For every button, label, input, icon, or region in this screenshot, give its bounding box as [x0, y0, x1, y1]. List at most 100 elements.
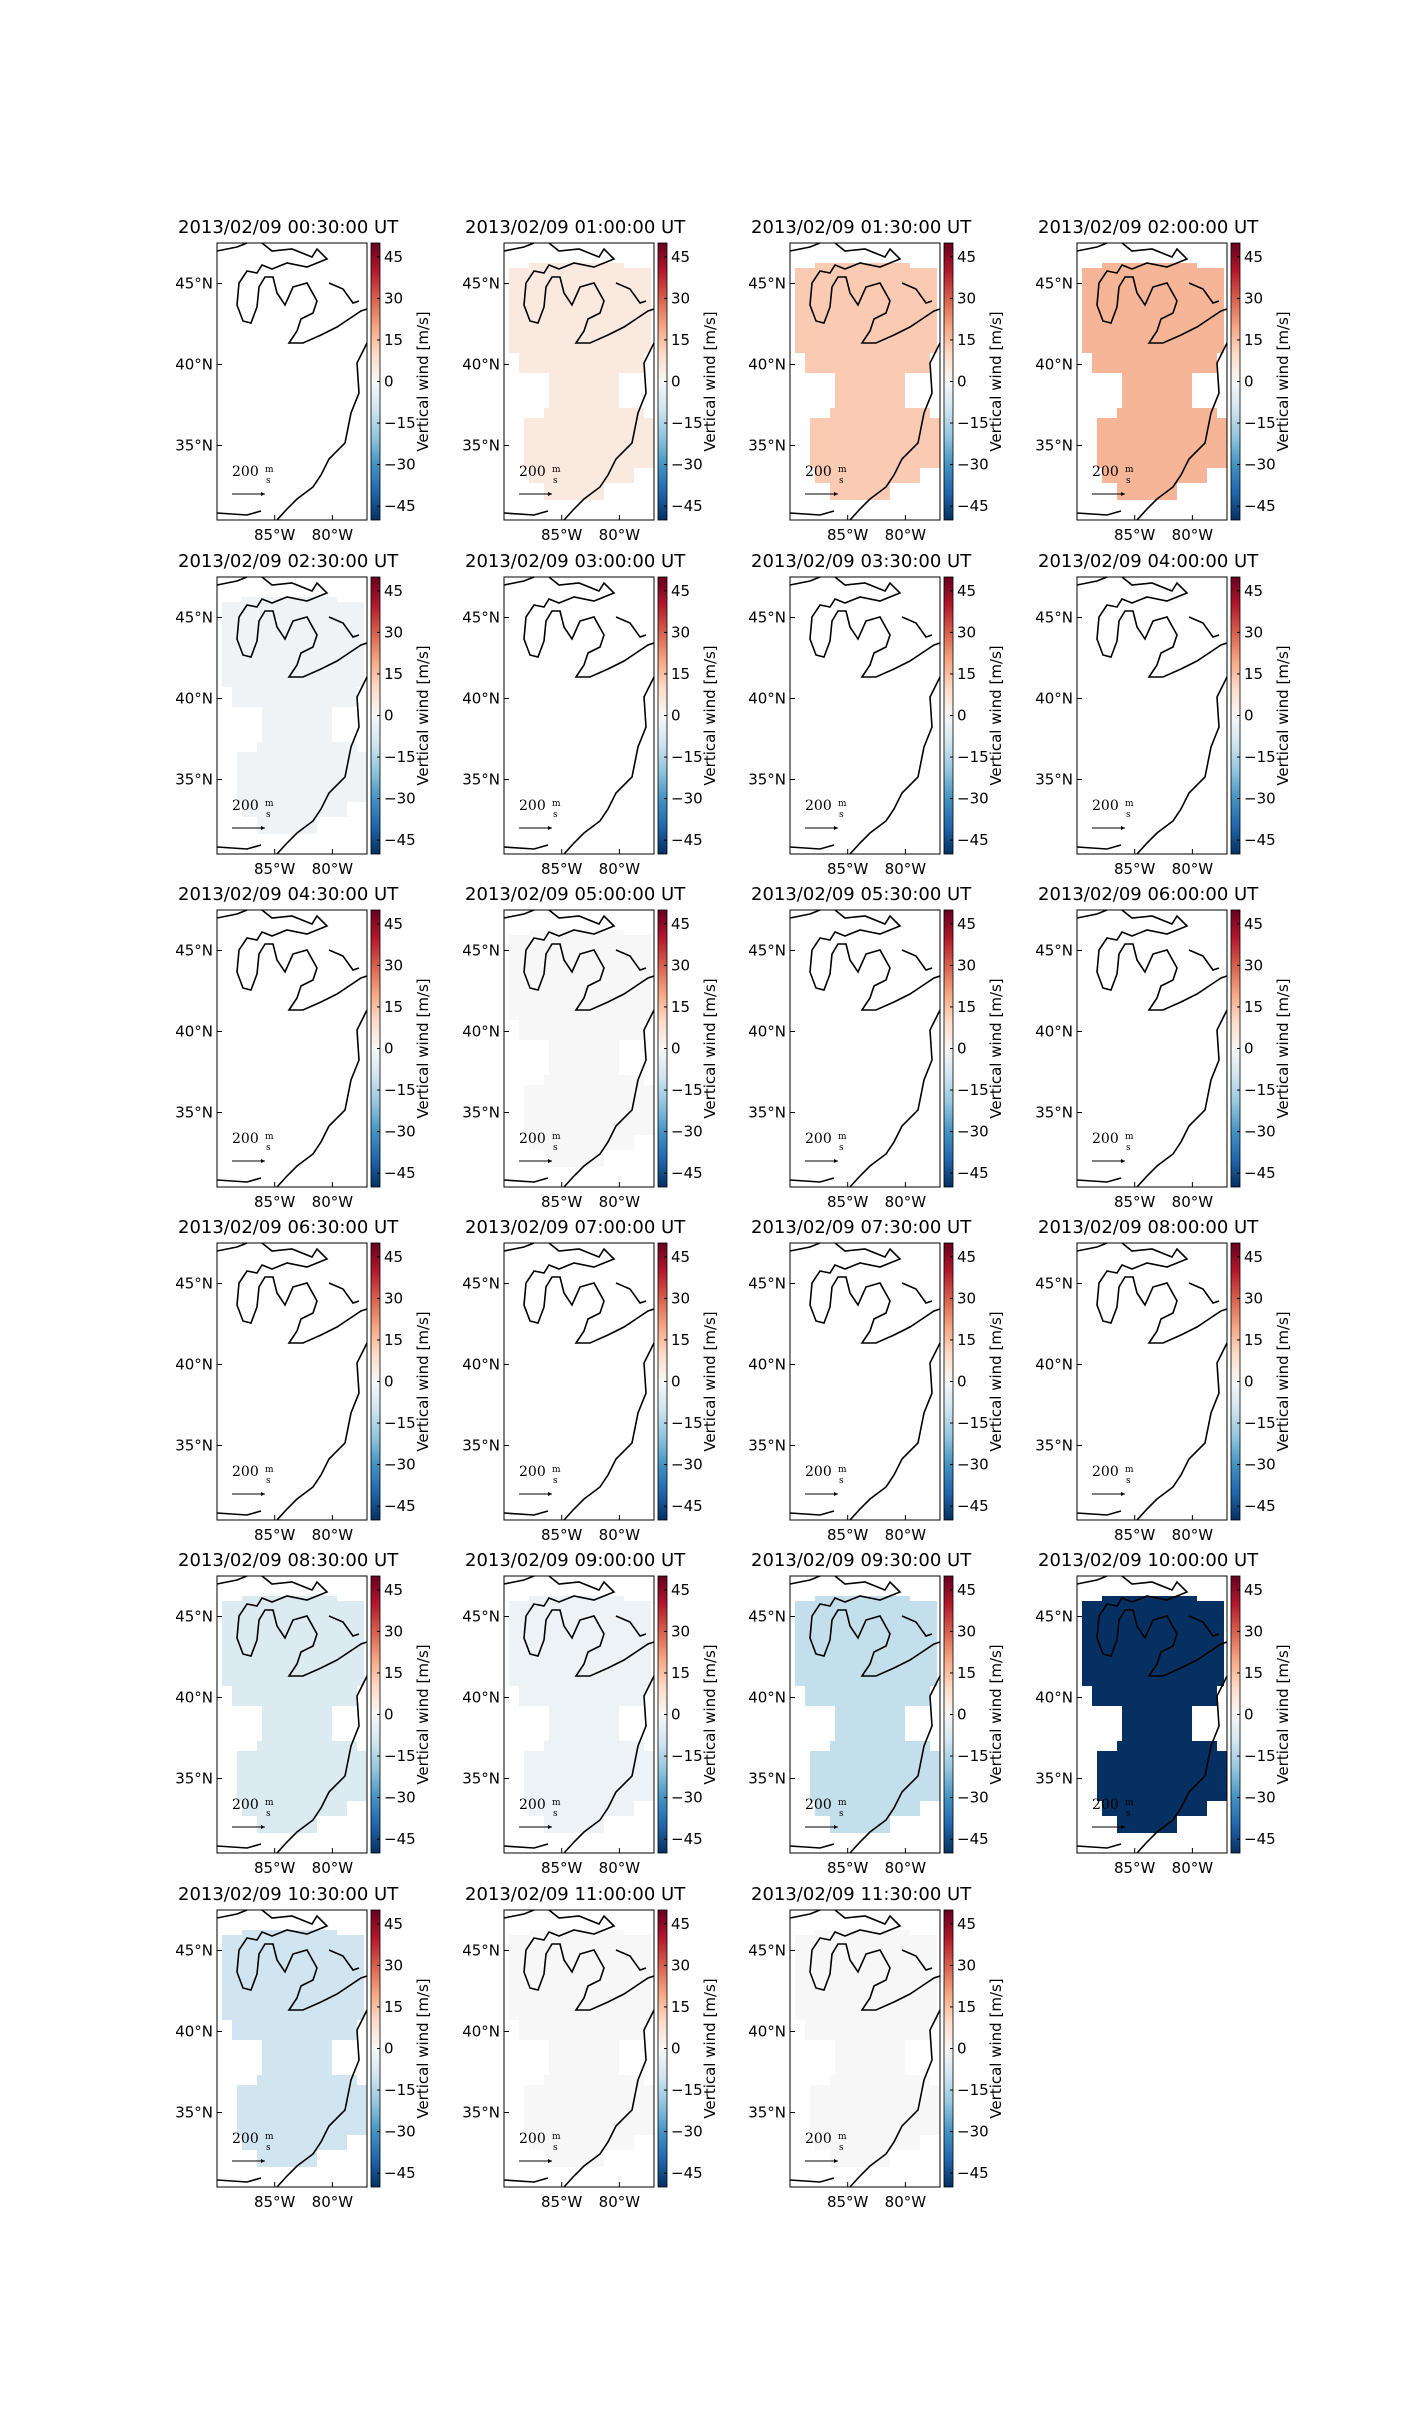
- plot-frame: [789, 242, 941, 521]
- quiver-key-unit: s: [553, 2143, 558, 2153]
- colorbar-tick-label: 15: [671, 1664, 690, 1682]
- wind-field: [795, 1930, 940, 2167]
- colorbar-tick-label: 15: [671, 1998, 690, 2016]
- wind-field: [509, 1596, 654, 1833]
- quiver-key-unit: m: [552, 1465, 561, 1475]
- plot-frame: [789, 1909, 941, 2188]
- colorbar-tick-label: 0: [671, 1040, 681, 1058]
- y-tick-label: 40°N: [175, 355, 213, 373]
- colorbar-tick-label: 0: [384, 1040, 394, 1058]
- colorbar-tick-label: 45: [1244, 1248, 1263, 1266]
- y-tick-label: 45°N: [462, 608, 500, 626]
- panel-title: 2013/02/09 04:30:00 UT: [178, 884, 399, 905]
- y-tick-label: 40°N: [462, 1355, 500, 1373]
- colorbar-label: Vertical wind [m/s]: [701, 978, 719, 1118]
- x-tick-label: 80°W: [1172, 1193, 1214, 1211]
- colorbar-tick-label: 15: [384, 1664, 403, 1682]
- quiver-key-label: 200: [805, 2131, 832, 2147]
- colorbar-tick-label: −45: [957, 1164, 989, 1182]
- quiver-key-head: [834, 1159, 838, 1163]
- colorbar-tick-label: 0: [1244, 373, 1254, 391]
- colorbar-tick-label: −45: [671, 1164, 703, 1182]
- colorbar-tick-label: 45: [384, 248, 403, 266]
- y-tick-label: 35°N: [748, 1436, 786, 1454]
- quiver-key-unit: s: [553, 1809, 558, 1819]
- colorbar-tick-label: 15: [384, 665, 403, 683]
- x-tick-label: 85°W: [254, 2193, 296, 2211]
- quiver-key-head: [1121, 826, 1125, 830]
- y-tick-label: 40°N: [1035, 1022, 1073, 1040]
- colorbar-tick-label: 45: [1244, 915, 1263, 933]
- map-panel: 2013/02/09 00:30:00 UT 85°W 80°W 35°N 40°N 45…: [175, 217, 432, 544]
- colorbar-label: Vertical wind [m/s]: [701, 645, 719, 785]
- map-panel: 2013/02/09 01:30:00 UT 85°W 80°W 35°N 40°N 45…: [748, 217, 1005, 544]
- colorbar-tick-label: 30: [384, 1289, 403, 1307]
- panel-title: 2013/02/09 10:30:00 UT: [178, 1884, 399, 1905]
- quiver-key-unit: s: [1126, 1809, 1131, 1819]
- quiver-key-unit: s: [266, 476, 271, 486]
- quiver-key-unit: m: [552, 799, 561, 809]
- quiver-key-label: 200: [232, 1797, 259, 1813]
- colorbar-tick-label: −30: [957, 790, 989, 808]
- panel-title: 2013/02/09 08:30:00 UT: [178, 1550, 399, 1571]
- colorbar-tick-label: −15: [957, 748, 989, 766]
- colorbar-tick-label: −15: [671, 748, 703, 766]
- y-tick-label: 35°N: [1035, 1436, 1073, 1454]
- colorbar-tick-label: 30: [957, 623, 976, 641]
- x-tick-label: 80°W: [1172, 860, 1214, 878]
- quiver-key-label: 200: [232, 1464, 259, 1480]
- quiver-key-unit: s: [553, 1476, 558, 1486]
- quiver-key-label: 200: [805, 464, 832, 480]
- colorbar-tick-label: −30: [384, 1123, 416, 1141]
- wind-field: [509, 930, 654, 1167]
- y-tick-label: 45°N: [175, 1607, 213, 1625]
- quiver-key-unit: s: [839, 810, 844, 820]
- colorbar-tick-label: −15: [957, 1414, 989, 1432]
- quiver-key-unit: s: [266, 810, 271, 820]
- colorbar-tick-label: −30: [671, 1789, 703, 1807]
- colorbar-tick-label: 0: [957, 707, 967, 725]
- y-tick-label: 35°N: [175, 436, 213, 454]
- x-tick-label: 85°W: [254, 1859, 296, 1877]
- colorbar-label: Vertical wind [m/s]: [701, 1978, 719, 2118]
- y-tick-label: 40°N: [175, 689, 213, 707]
- colorbar-tick-label: 0: [1244, 707, 1254, 725]
- x-tick-label: 80°W: [312, 1859, 354, 1877]
- y-tick-label: 35°N: [462, 2103, 500, 2121]
- colorbar-label: Vertical wind [m/s]: [414, 1978, 432, 2118]
- quiver-key-label: 200: [805, 1131, 832, 1147]
- colorbar-tick-label: −15: [671, 2081, 703, 2099]
- x-tick-label: 80°W: [1172, 1859, 1214, 1877]
- colorbar-tick-label: −15: [1244, 748, 1276, 766]
- quiver-key-head: [834, 826, 838, 830]
- colorbar-tick-label: −45: [957, 831, 989, 849]
- colorbar-tick-label: 15: [671, 331, 690, 349]
- quiver-key-unit: m: [265, 1465, 274, 1475]
- quiver-key-unit: m: [265, 465, 274, 475]
- x-tick-label: 85°W: [1114, 1859, 1156, 1877]
- x-tick-label: 80°W: [599, 1193, 641, 1211]
- colorbar-tick-label: −30: [1244, 1456, 1276, 1474]
- y-tick-label: 35°N: [748, 436, 786, 454]
- x-tick-label: 80°W: [1172, 1526, 1214, 1544]
- quiver-key-unit: s: [553, 476, 558, 486]
- colorbar-tick-label: −30: [384, 1789, 416, 1807]
- y-tick-label: 35°N: [748, 2103, 786, 2121]
- quiver-key-head: [548, 1825, 552, 1829]
- map-panel: 2013/02/09 02:30:00 UT 85°W 80°W 35°N 40°N 45…: [175, 551, 432, 878]
- quiver-key-unit: m: [838, 1132, 847, 1142]
- quiver-key-label: 200: [519, 1464, 546, 1480]
- colorbar-tick-label: 30: [384, 1622, 403, 1640]
- colorbar-tick-label: −45: [671, 2164, 703, 2182]
- panel-title: 2013/02/09 02:30:00 UT: [178, 551, 399, 572]
- colorbar-label: Vertical wind [m/s]: [987, 1644, 1005, 1784]
- colorbar-tick-label: 30: [671, 623, 690, 641]
- quiver-key-unit: m: [265, 1798, 274, 1808]
- quiver-key-unit: m: [552, 1132, 561, 1142]
- colorbar-tick-label: −15: [384, 1414, 416, 1432]
- y-tick-label: 40°N: [462, 1688, 500, 1706]
- plot-frame: [503, 576, 655, 855]
- quiver-key-head: [548, 1492, 552, 1496]
- colorbar-tick-label: 15: [957, 1331, 976, 1349]
- y-tick-label: 45°N: [748, 1941, 786, 1959]
